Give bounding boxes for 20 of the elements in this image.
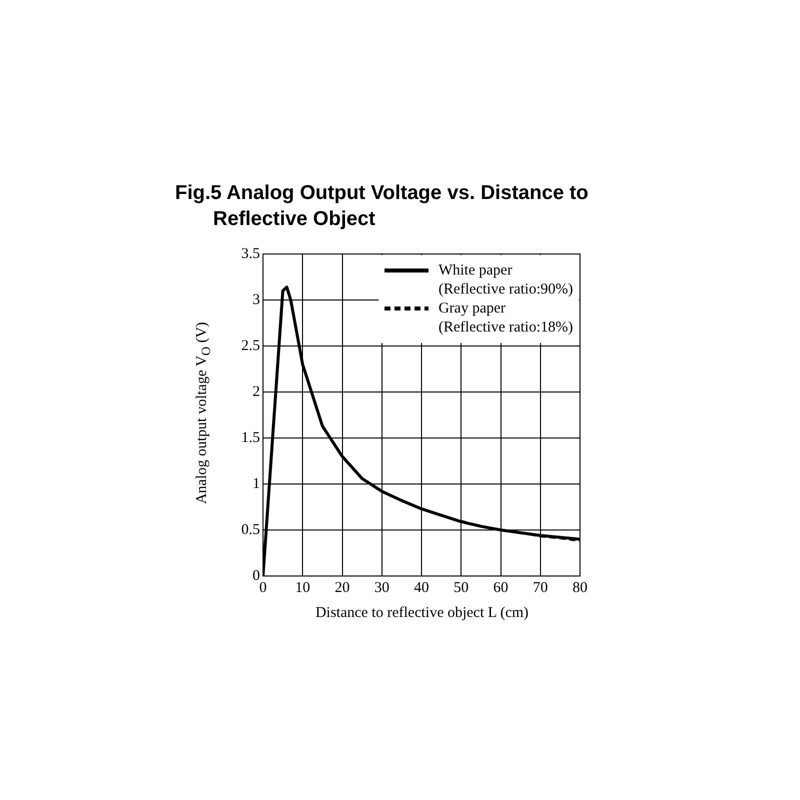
- x-tick-label: 10: [295, 580, 310, 596]
- x-tick-label: 20: [334, 580, 350, 596]
- x-tick-label: 40: [414, 580, 429, 596]
- legend-label: Gray paper (Reflective ratio:18%): [438, 300, 574, 336]
- x-tick-label: 80: [572, 580, 588, 596]
- x-tick-label: 50: [454, 580, 469, 596]
- y-tick-label: 3: [252, 292, 260, 308]
- y-tick-label: 2: [252, 384, 260, 400]
- y-tick-label: 0.5: [241, 522, 260, 538]
- y-tick-label: 2.5: [241, 338, 260, 354]
- chart-title: Fig.5 Analog Output Voltage vs. Distance to Reflective Object: [175, 181, 590, 232]
- x-axis-title: Distance to reflective object L (cm): [314, 605, 530, 622]
- y-tick-label: 3.5: [241, 246, 260, 262]
- x-tick-label: 60: [493, 580, 508, 596]
- x-tick-label: 70: [532, 580, 548, 596]
- x-tick-label: 30: [374, 580, 390, 596]
- y-tick-label: 0: [252, 568, 260, 584]
- y-tick-label: 1: [252, 476, 260, 492]
- legend-label: White paper (Reflective ratio:90%): [438, 262, 574, 298]
- y-tick-label: 1.5: [241, 430, 260, 446]
